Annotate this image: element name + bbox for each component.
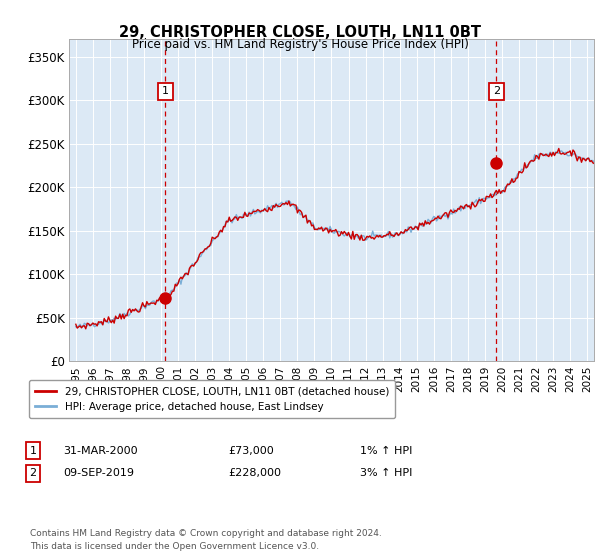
Text: 2: 2 — [493, 86, 500, 96]
Text: £228,000: £228,000 — [228, 468, 281, 478]
Text: 1: 1 — [162, 86, 169, 96]
Legend: 29, CHRISTOPHER CLOSE, LOUTH, LN11 0BT (detached house), HPI: Average price, det: 29, CHRISTOPHER CLOSE, LOUTH, LN11 0BT (… — [29, 380, 395, 418]
Text: Contains HM Land Registry data © Crown copyright and database right 2024.
This d: Contains HM Land Registry data © Crown c… — [30, 529, 382, 550]
Text: 2: 2 — [29, 468, 37, 478]
Text: 3% ↑ HPI: 3% ↑ HPI — [360, 468, 412, 478]
Text: 1% ↑ HPI: 1% ↑ HPI — [360, 446, 412, 456]
Text: 31-MAR-2000: 31-MAR-2000 — [63, 446, 137, 456]
Text: 1: 1 — [29, 446, 37, 456]
Text: £73,000: £73,000 — [228, 446, 274, 456]
Text: 09-SEP-2019: 09-SEP-2019 — [63, 468, 134, 478]
Text: 29, CHRISTOPHER CLOSE, LOUTH, LN11 0BT: 29, CHRISTOPHER CLOSE, LOUTH, LN11 0BT — [119, 25, 481, 40]
Text: Price paid vs. HM Land Registry's House Price Index (HPI): Price paid vs. HM Land Registry's House … — [131, 38, 469, 51]
